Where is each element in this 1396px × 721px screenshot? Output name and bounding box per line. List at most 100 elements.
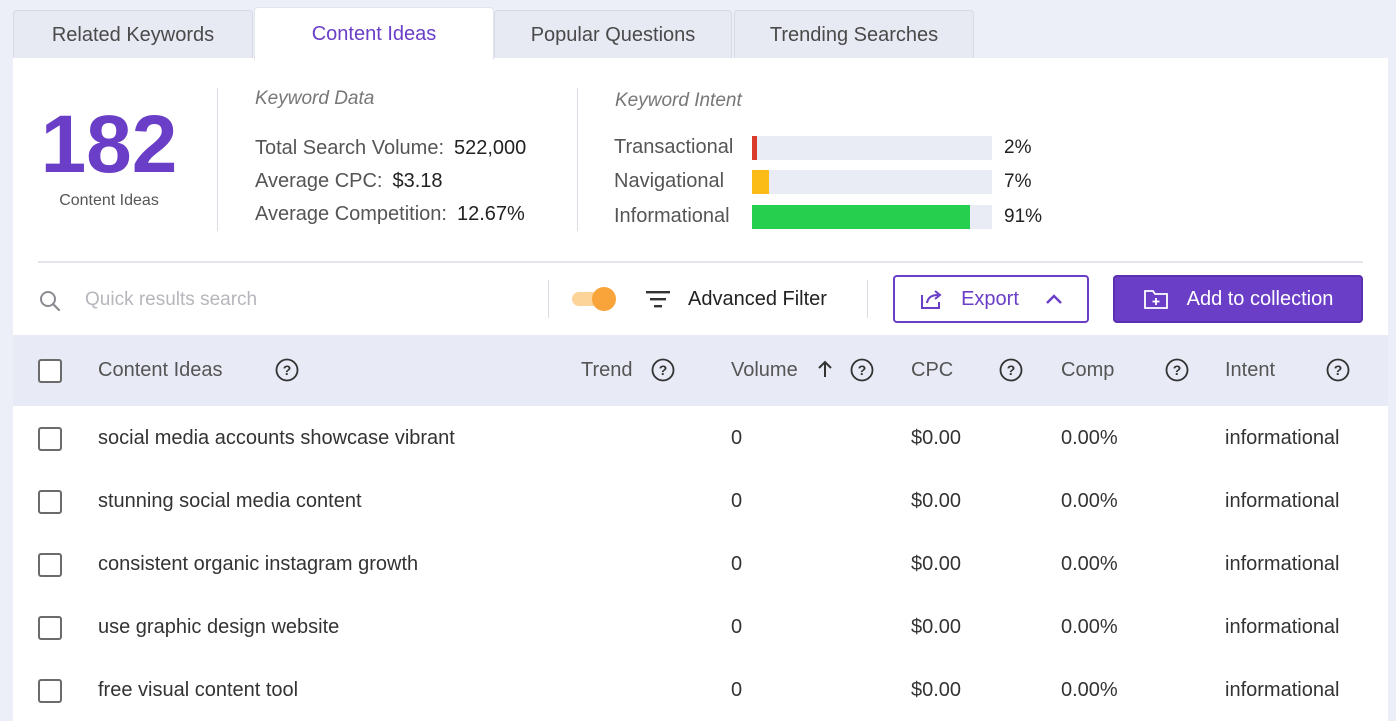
toolbar-divider	[867, 280, 868, 318]
cpc-cell: $0.00	[911, 490, 962, 512]
comp-cell: 0.00%	[1061, 427, 1118, 449]
volume-cell: 0	[731, 553, 743, 575]
column-header-volume[interactable]: Volume	[731, 359, 798, 381]
row-checkbox[interactable]	[38, 616, 62, 640]
intent-bar-navigational	[752, 170, 992, 194]
average-competition-label: Average Competition:	[255, 203, 447, 225]
table-row[interactable]: use graphic design website 0 $0.00 0.00%…	[13, 596, 1388, 659]
content-ideas-count-label: Content Ideas	[59, 192, 159, 209]
svg-text:?: ?	[1334, 362, 1343, 378]
select-all-checkbox[interactable]	[38, 359, 62, 383]
intent-label-navigational: Navigational	[614, 170, 725, 192]
intent-cell: informational	[1225, 553, 1340, 575]
folder-add-icon	[1143, 290, 1168, 309]
comp-cell: 0.00%	[1061, 553, 1118, 575]
table-header: Content Ideas ? Trend ? Volume ? CPC ? C…	[13, 335, 1388, 406]
column-header-comp[interactable]: Comp	[1061, 359, 1115, 381]
cpc-cell: $0.00	[911, 616, 962, 638]
intent-cell: informational	[1225, 490, 1340, 512]
svg-text:?: ?	[1007, 362, 1016, 378]
search-icon	[40, 291, 61, 312]
filter-icon	[646, 291, 670, 308]
intent-cell: informational	[1225, 427, 1340, 449]
content-idea-cell: consistent organic instagram growth	[98, 553, 419, 575]
content-panel: 182 Content Ideas Keyword Data Total Sea…	[13, 58, 1388, 721]
section-divider	[38, 261, 1363, 263]
help-icon[interactable]: ?	[1165, 358, 1189, 382]
intent-label-transactional: Transactional	[614, 136, 734, 158]
table-row[interactable]: social media accounts showcase vibrant 0…	[13, 407, 1388, 470]
volume-cell: 0	[731, 427, 743, 449]
add-to-collection-button[interactable]: Add to collection	[1113, 275, 1363, 323]
svg-text:?: ?	[858, 362, 867, 378]
export-label: Export	[961, 287, 1019, 310]
content-idea-cell: social media accounts showcase vibrant	[98, 427, 455, 449]
tab-content-ideas[interactable]: Content Ideas	[254, 7, 494, 60]
advanced-filter-button[interactable]: Advanced Filter	[646, 284, 827, 314]
advanced-filter-label: Advanced Filter	[688, 287, 827, 310]
volume-cell: 0	[731, 490, 743, 512]
average-competition-value: 12.67%	[456, 203, 525, 225]
volume-cell: 0	[731, 616, 743, 638]
intent-cell: informational	[1225, 616, 1340, 638]
intent-pct-navigational: 7%	[1004, 171, 1032, 192]
comp-cell: 0.00%	[1061, 490, 1118, 512]
content-idea-cell: stunning social media content	[98, 490, 362, 512]
total-search-volume: Total Search Volume: 522,000	[255, 137, 526, 160]
intent-cell: informational	[1225, 679, 1340, 701]
cpc-cell: $0.00	[911, 553, 962, 575]
toolbar-divider	[548, 280, 549, 318]
share-icon	[921, 290, 942, 309]
comp-cell: 0.00%	[1061, 679, 1118, 701]
sort-arrow-up-icon[interactable]	[817, 359, 833, 379]
intent-bar-fill	[752, 170, 769, 194]
chevron-up-icon	[1046, 294, 1062, 304]
content-ideas-count: 182	[40, 99, 178, 190]
intent-bar-informational	[752, 205, 992, 229]
column-header-content-ideas[interactable]: Content Ideas	[98, 359, 223, 381]
table-row[interactable]: free visual content tool 0 $0.00 0.00% i…	[13, 659, 1388, 721]
help-icon[interactable]: ?	[275, 358, 299, 382]
column-header-trend[interactable]: Trend	[581, 359, 633, 381]
intent-bar-fill	[752, 205, 971, 229]
intent-label-informational: Informational	[614, 205, 730, 227]
tab-related-keywords[interactable]: Related Keywords	[13, 10, 253, 59]
toggle-knob	[592, 287, 616, 311]
svg-text:?: ?	[659, 362, 668, 378]
row-checkbox[interactable]	[38, 490, 62, 514]
average-competition: Average Competition: 12.67%	[255, 203, 525, 226]
intent-pct-informational: 91%	[1004, 206, 1043, 227]
comp-cell: 0.00%	[1061, 616, 1118, 638]
column-header-cpc[interactable]: CPC	[911, 359, 954, 381]
keyword-data-title: Keyword Data	[255, 88, 375, 109]
cpc-cell: $0.00	[911, 427, 962, 449]
column-header-intent[interactable]: Intent	[1225, 359, 1276, 381]
total-search-volume-value: 522,000	[454, 137, 527, 159]
content-idea-cell: use graphic design website	[98, 616, 340, 638]
table-row[interactable]: stunning social media content 0 $0.00 0.…	[13, 470, 1388, 533]
help-icon[interactable]: ?	[1326, 358, 1350, 382]
add-to-collection-label: Add to collection	[1186, 287, 1334, 310]
tab-popular-questions[interactable]: Popular Questions	[494, 10, 732, 59]
row-checkbox[interactable]	[38, 679, 62, 703]
row-checkbox[interactable]	[38, 553, 62, 577]
cpc-cell: $0.00	[911, 679, 962, 701]
divider	[217, 88, 218, 231]
content-idea-cell: free visual content tool	[98, 679, 299, 701]
intent-pct-transactional: 2%	[1004, 137, 1032, 158]
quick-search-input[interactable]	[85, 282, 525, 318]
results-toggle[interactable]	[572, 286, 616, 312]
table-row[interactable]: consistent organic instagram growth 0 $0…	[13, 533, 1388, 596]
help-icon[interactable]: ?	[850, 358, 874, 382]
intent-bar-fill	[752, 136, 757, 160]
export-button[interactable]: Export	[893, 275, 1089, 323]
keyword-intent-title: Keyword Intent	[615, 90, 742, 111]
total-search-volume-label: Total Search Volume:	[255, 137, 444, 159]
intent-bar-transactional	[752, 136, 992, 160]
help-icon[interactable]: ?	[651, 358, 675, 382]
help-icon[interactable]: ?	[999, 358, 1023, 382]
tab-trending-searches[interactable]: Trending Searches	[734, 10, 974, 59]
average-cpc: Average CPC: $3.18	[255, 170, 443, 193]
row-checkbox[interactable]	[38, 427, 62, 451]
svg-text:?: ?	[1173, 362, 1182, 378]
